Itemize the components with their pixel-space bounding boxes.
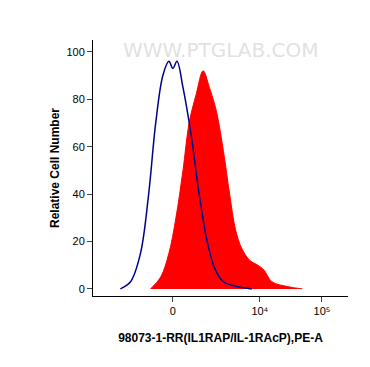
- svg-text:20: 20: [73, 235, 85, 247]
- svg-text:40: 40: [73, 188, 85, 200]
- svg-text:10⁵: 10⁵: [314, 305, 331, 317]
- svg-text:60: 60: [73, 141, 85, 153]
- svg-text:80: 80: [73, 93, 85, 105]
- svg-text:0: 0: [170, 305, 176, 317]
- svg-text:10⁴: 10⁴: [251, 305, 268, 317]
- svg-text:98073-1-RR(IL1RAP/IL-1RAcP),PE: 98073-1-RR(IL1RAP/IL-1RAcP),PE-A: [118, 331, 323, 345]
- svg-text:Relative Cell Number: Relative Cell Number: [48, 108, 62, 228]
- svg-text:100: 100: [66, 46, 84, 58]
- svg-text:0: 0: [79, 283, 85, 295]
- svg-text:WWW.PTGLAB.COM: WWW.PTGLAB.COM: [123, 38, 319, 62]
